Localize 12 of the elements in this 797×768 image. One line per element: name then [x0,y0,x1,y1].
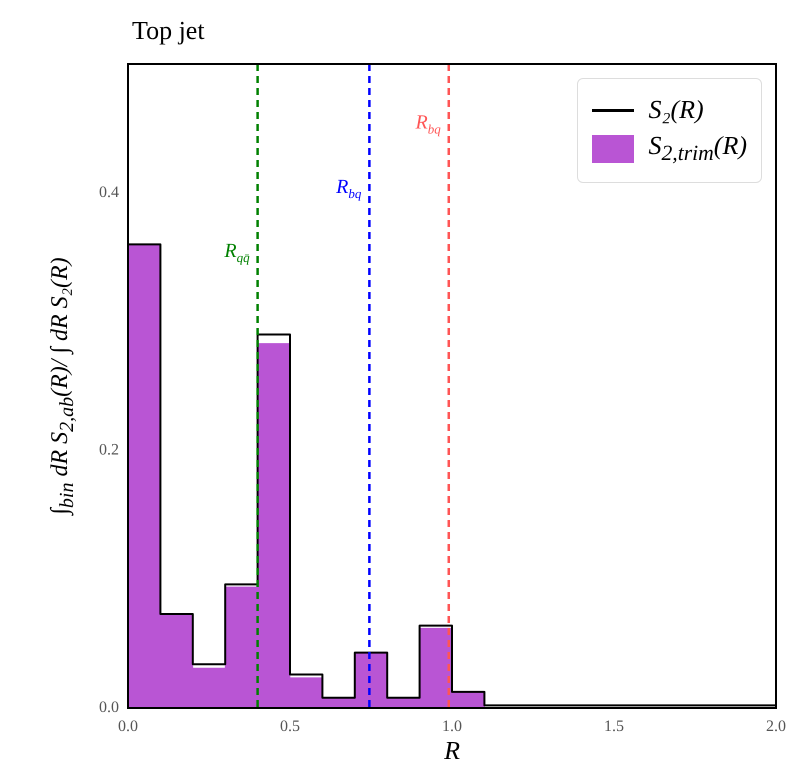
x-tick-label: 1.0 [442,718,462,735]
y-tick-label: 0.4 [99,184,119,202]
y-tick-label: 0.2 [99,442,119,459]
x-tick-label: 0.0 [118,718,138,735]
legend-label: S₂(R) [648,95,704,125]
x-tick-label: 0.5 [280,718,300,735]
legend-label: S$_{2,trim}$(R) [648,131,747,166]
x-axis-title: R [443,736,460,766]
x-tick-label: 2.0 [766,718,786,735]
y-tick-label: 0.0 [99,699,119,716]
chart-title: Top jet [132,16,205,46]
x-tick-label: 1.5 [604,718,624,735]
